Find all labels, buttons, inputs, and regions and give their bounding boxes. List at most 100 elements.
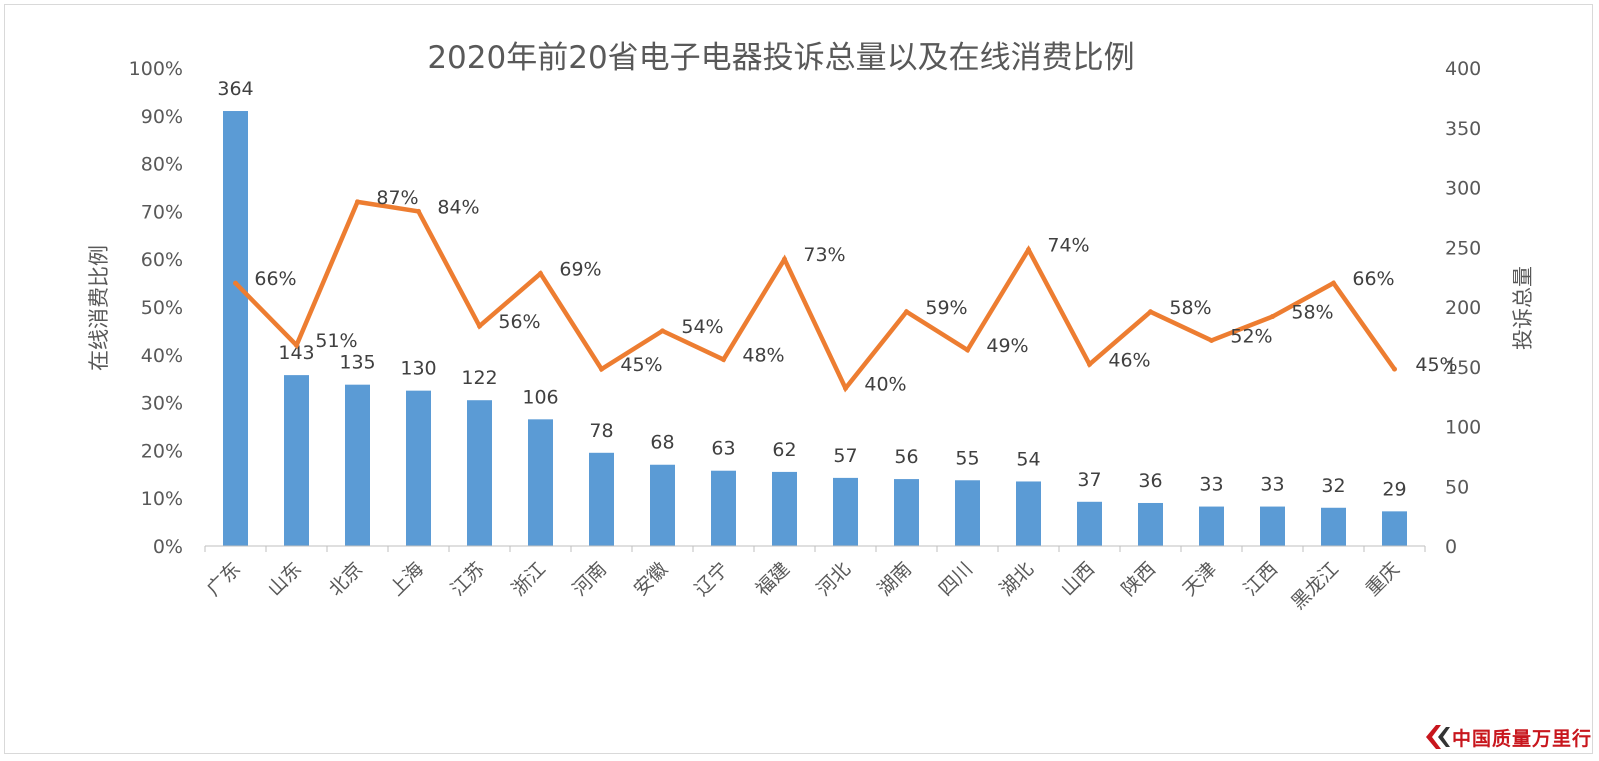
x-category-label: 河南 bbox=[569, 558, 611, 600]
bar-value-label: 68 bbox=[650, 432, 674, 454]
y-left-tick-label: 0% bbox=[153, 536, 183, 558]
x-category-label: 四川 bbox=[935, 558, 977, 600]
y-right-tick-label: 400 bbox=[1445, 58, 1481, 80]
bar-value-label: 122 bbox=[461, 367, 497, 389]
line-point bbox=[233, 280, 238, 286]
bar-value-label: 63 bbox=[711, 438, 735, 460]
y-right-axis: 0 50 100 150 200 250 300 350 400 bbox=[1445, 58, 1481, 558]
y-right-tick-label: 350 bbox=[1445, 118, 1481, 140]
line-labels: 66% 51% 87% 84% 56% 69% 45% 54% 48% 73% 40% 59% 49% 7… bbox=[254, 187, 1457, 395]
line-point bbox=[660, 328, 665, 334]
line-value-label: 74% bbox=[1047, 235, 1089, 257]
bar bbox=[650, 464, 675, 546]
bar bbox=[955, 480, 980, 546]
line-value-label: 66% bbox=[1352, 268, 1394, 290]
x-category-label: 福建 bbox=[752, 558, 794, 600]
line-value-label: 84% bbox=[437, 196, 479, 218]
y-left-tick-label: 100% bbox=[129, 58, 183, 80]
y-left-tick-label: 20% bbox=[141, 440, 183, 462]
bar-value-label: 33 bbox=[1260, 474, 1284, 496]
y-left-tick-label: 40% bbox=[141, 345, 183, 367]
bar-value-label: 106 bbox=[522, 386, 558, 408]
line-value-label: 45% bbox=[620, 354, 662, 376]
bar bbox=[1321, 507, 1346, 546]
x-category-label: 广东 bbox=[203, 558, 245, 600]
line-point bbox=[599, 366, 604, 372]
bar-value-label: 36 bbox=[1138, 470, 1162, 492]
chart-title: 2020年前20省电子电器投诉总量以及在线消费比例 bbox=[427, 40, 1134, 76]
bar bbox=[1382, 511, 1407, 546]
bar-value-label: 364 bbox=[217, 78, 253, 100]
bar-value-label: 135 bbox=[339, 352, 375, 374]
line-value-label: 69% bbox=[559, 259, 601, 281]
line-path bbox=[233, 199, 1397, 393]
x-category-label: 天津 bbox=[1179, 558, 1221, 600]
y-right-tick-label: 150 bbox=[1445, 357, 1481, 379]
line-point bbox=[416, 208, 421, 214]
line-point bbox=[1392, 366, 1397, 372]
line-point bbox=[355, 199, 360, 205]
y-right-tick-label: 250 bbox=[1445, 237, 1481, 259]
bar-value-label: 32 bbox=[1321, 475, 1345, 497]
bar-labels: 364 143 135 130 122 106 78 68 63 62 57 56 55 54 37 36 33… bbox=[217, 78, 1406, 500]
x-category-label: 北京 bbox=[325, 558, 367, 600]
bar bbox=[1077, 501, 1102, 546]
x-category-label: 湖北 bbox=[996, 558, 1038, 600]
bar bbox=[589, 452, 614, 546]
line-value-label: 58% bbox=[1169, 297, 1211, 319]
bar bbox=[223, 111, 248, 547]
y-left-tick-label: 60% bbox=[141, 249, 183, 271]
bar-value-label: 29 bbox=[1382, 478, 1406, 500]
bar bbox=[772, 471, 797, 546]
bar bbox=[833, 477, 858, 546]
line-value-label: 46% bbox=[1108, 349, 1150, 371]
line-point bbox=[1209, 337, 1214, 343]
bar-value-label: 130 bbox=[400, 358, 436, 380]
x-category-label: 山东 bbox=[264, 558, 306, 600]
y-right-tick-label: 300 bbox=[1445, 178, 1481, 200]
watermark-logo: 中国质量万里行 bbox=[1422, 720, 1594, 754]
line-value-label: 56% bbox=[498, 311, 540, 333]
bar bbox=[711, 470, 736, 546]
x-category-label: 浙江 bbox=[508, 558, 550, 600]
bar bbox=[1016, 481, 1041, 546]
x-category-label: 河北 bbox=[813, 558, 855, 600]
logo-icon bbox=[1426, 725, 1450, 749]
y-left-tick-label: 50% bbox=[141, 297, 183, 319]
y-right-axis-title: 投诉总量 bbox=[1511, 266, 1535, 350]
line-point bbox=[1148, 309, 1153, 315]
y-left-axis: 0% 10% 20% 30% 40% 50% 60% 70% 80% 90% 100% bbox=[129, 58, 183, 558]
line-point bbox=[843, 385, 848, 391]
line-value-label: 45% bbox=[1415, 354, 1457, 376]
x-axis-categories: 广东 山东 北京 上海 江苏 浙江 河南 安徽 辽宁 福建 河北 湖南 四川 湖北 山西 陕西 天津 江西 黑龙江重… bbox=[203, 558, 1404, 614]
x-category-label: 上海 bbox=[386, 558, 428, 600]
line-value-label: 58% bbox=[1291, 302, 1333, 324]
chart-frame bbox=[4, 4, 1593, 754]
y-right-tick-label: 0 bbox=[1445, 536, 1457, 558]
bar bbox=[406, 390, 431, 546]
y-right-tick-label: 100 bbox=[1445, 417, 1481, 439]
bar-value-label: 56 bbox=[894, 446, 918, 468]
bar-value-label: 55 bbox=[955, 447, 979, 469]
line-value-label: 66% bbox=[254, 268, 296, 290]
line-point bbox=[1087, 361, 1092, 367]
bar-value-label: 62 bbox=[772, 439, 796, 461]
y-left-tick-label: 90% bbox=[141, 106, 183, 128]
bar-value-label: 57 bbox=[833, 445, 857, 467]
line-point bbox=[721, 357, 726, 363]
x-category-label: 江西 bbox=[1240, 558, 1282, 600]
watermark-text: 中国质量万里行 bbox=[1452, 727, 1593, 750]
line-value-label: 48% bbox=[742, 345, 784, 367]
bar bbox=[284, 375, 309, 546]
line-point bbox=[782, 256, 787, 262]
y-left-tick-label: 80% bbox=[141, 154, 183, 176]
bar bbox=[345, 384, 370, 546]
y-right-tick-label: 50 bbox=[1445, 476, 1469, 498]
y-left-tick-label: 70% bbox=[141, 201, 183, 223]
bar-value-label: 54 bbox=[1016, 448, 1040, 470]
line-value-label: 73% bbox=[803, 244, 845, 266]
line-value-label: 40% bbox=[864, 373, 906, 395]
line-point bbox=[1331, 280, 1336, 286]
x-category-label: 黑龙江 bbox=[1287, 558, 1343, 614]
